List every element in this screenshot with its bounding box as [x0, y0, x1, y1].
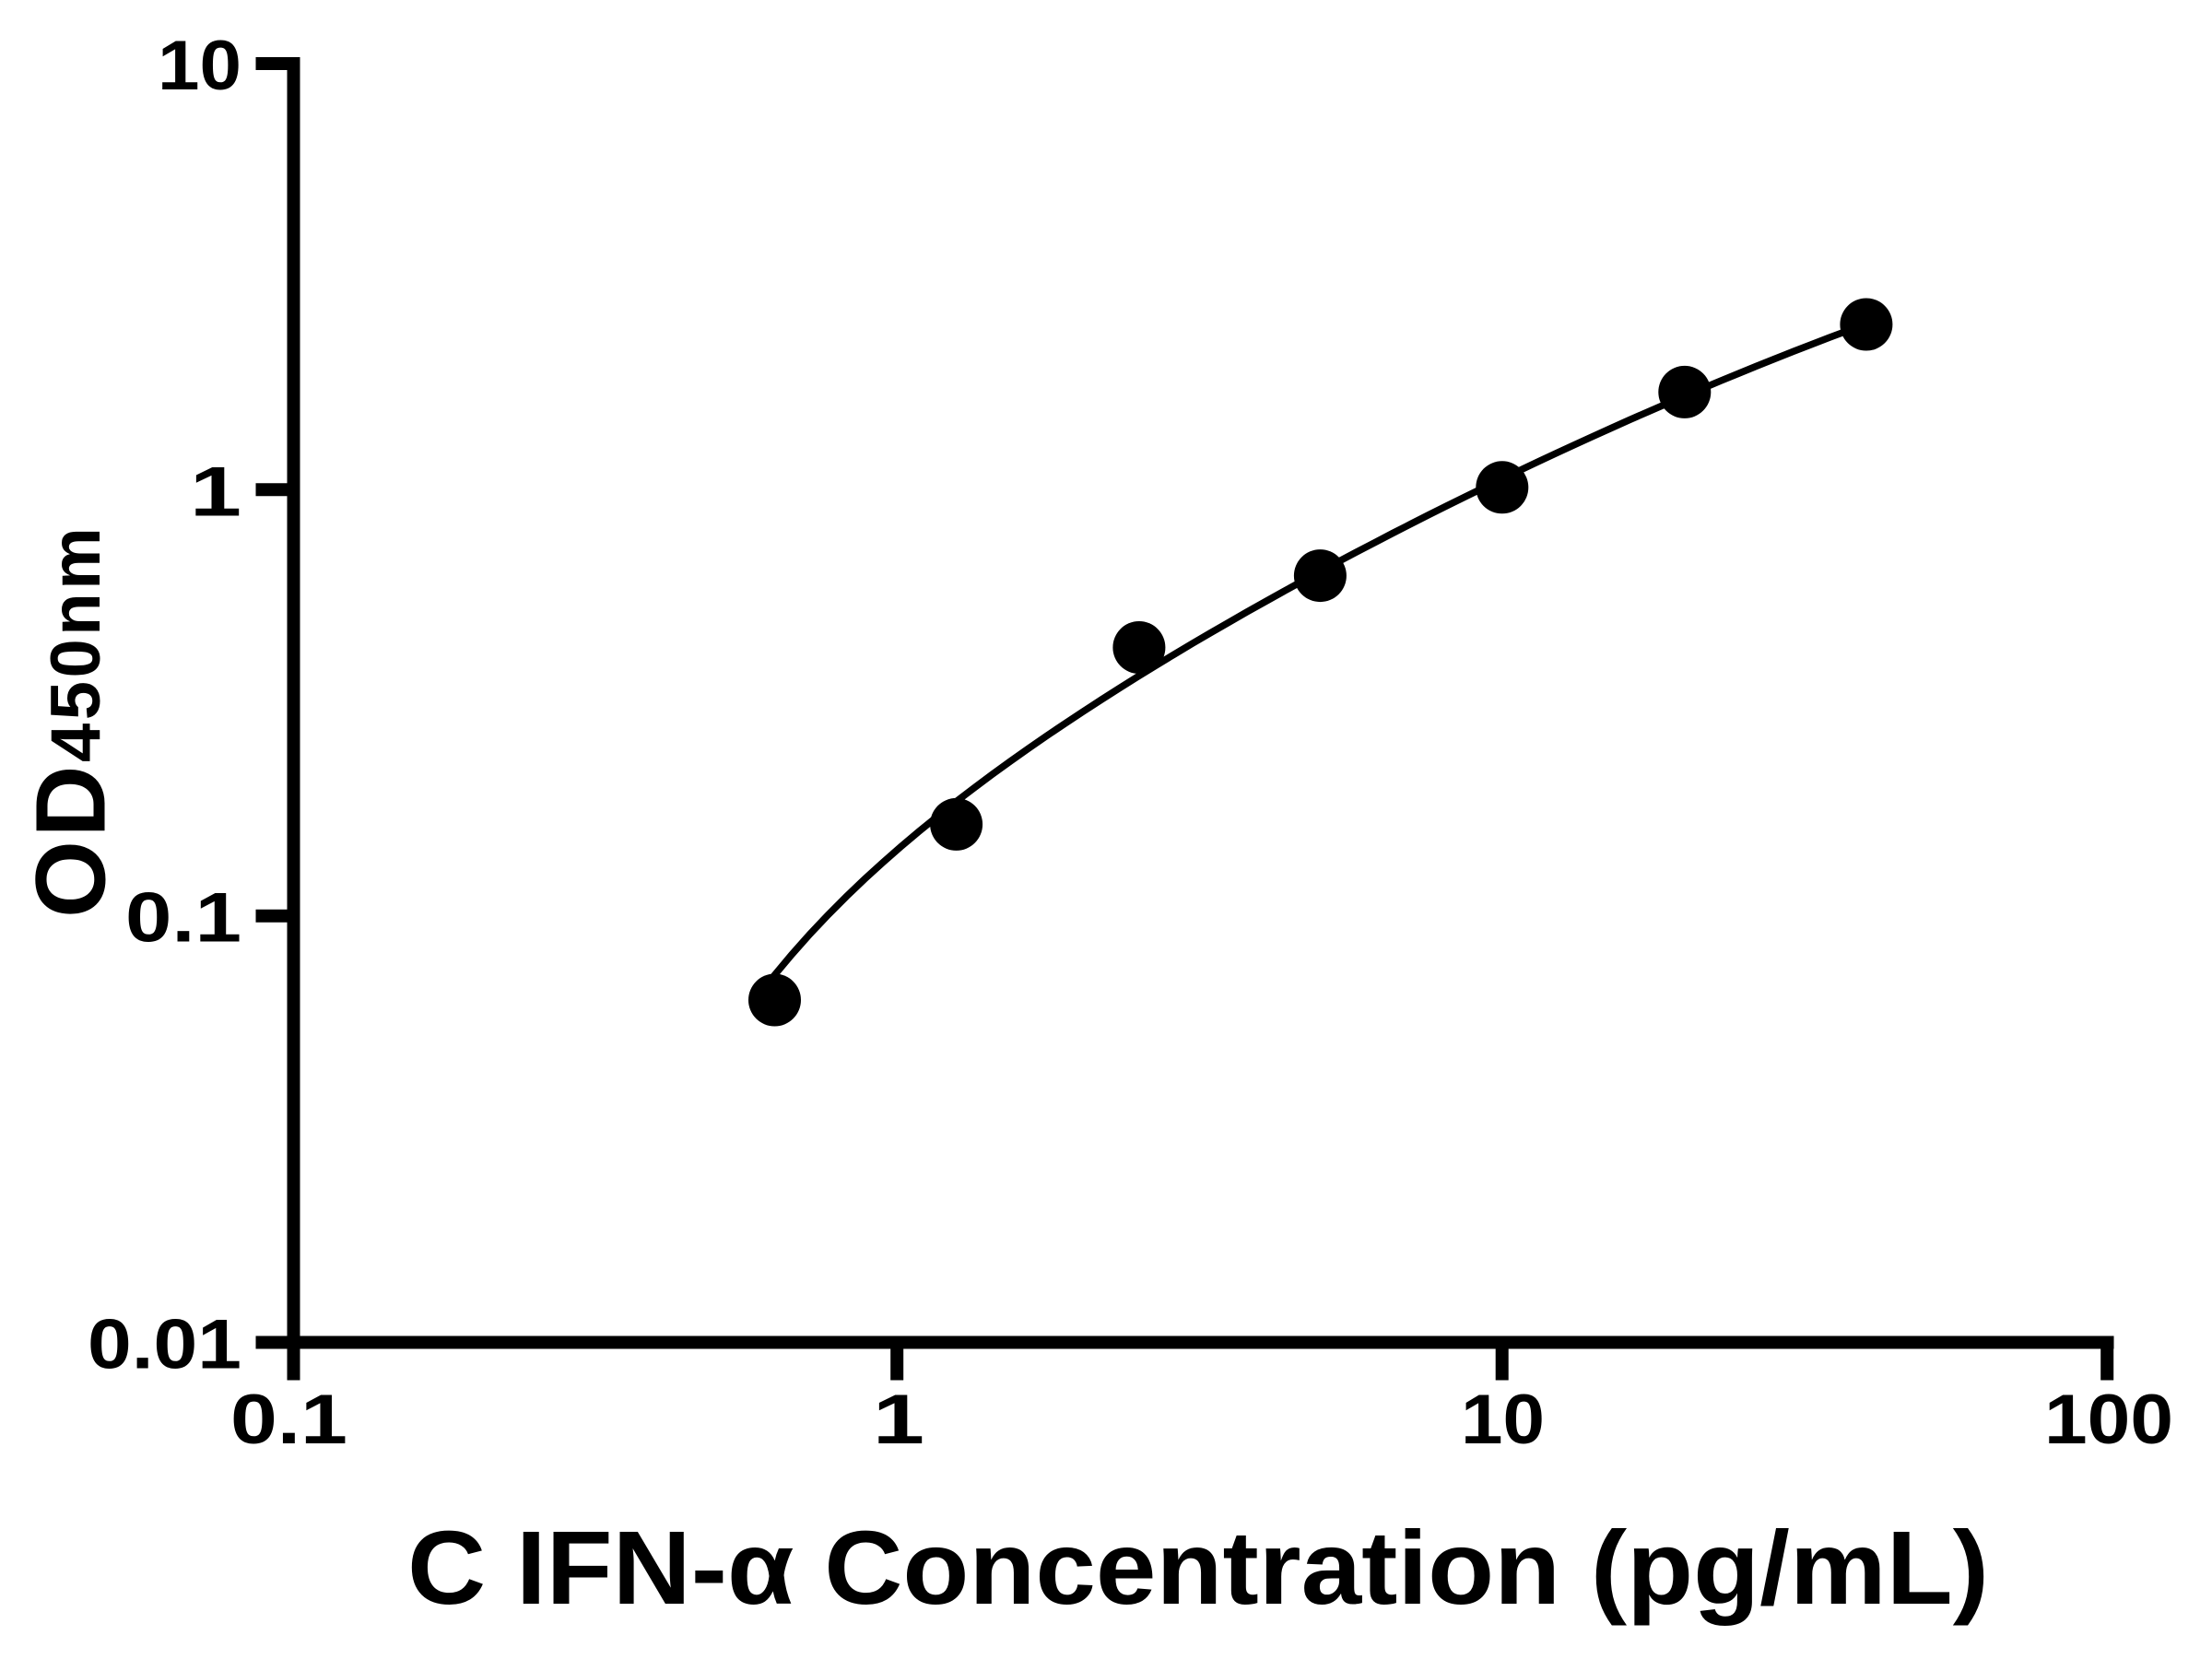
svg-text:0.01: 0.01 [88, 1306, 241, 1384]
svg-text:0.1: 0.1 [230, 1381, 347, 1459]
svg-text:C IFN-α Concentration (pg/mL): C IFN-α Concentration (pg/mL) [407, 1510, 1989, 1626]
svg-text:10: 10 [158, 27, 241, 105]
svg-text:1: 1 [873, 1381, 924, 1459]
svg-text:1: 1 [190, 453, 241, 531]
svg-text:100: 100 [2044, 1381, 2173, 1459]
svg-text:10: 10 [1461, 1381, 1545, 1459]
svg-text:0.1: 0.1 [125, 879, 241, 958]
